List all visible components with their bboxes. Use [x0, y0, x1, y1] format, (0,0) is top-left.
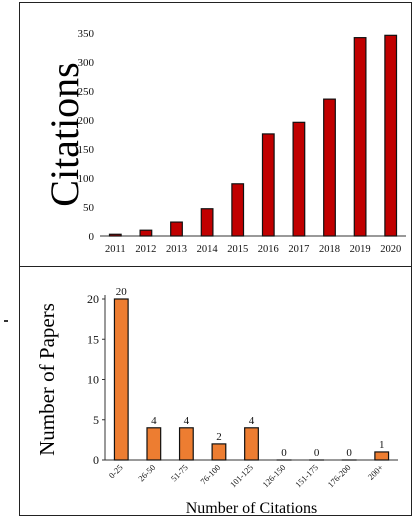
y-axis-title: Number of Papers — [35, 303, 59, 456]
bar — [113, 298, 129, 461]
y-tick-label: 20 — [87, 292, 99, 306]
bar — [353, 37, 367, 237]
x-tick-label: 176-200 — [325, 462, 352, 489]
x-tick-label: 51-75 — [169, 462, 190, 483]
data-label: 4 — [249, 415, 255, 427]
x-tick-label: 200+ — [366, 462, 386, 482]
x-tick-label: 126-150 — [260, 462, 287, 489]
bar — [261, 133, 275, 237]
bar — [323, 98, 336, 237]
y-axis-title: Citations — [42, 62, 87, 206]
stray-mark — [4, 320, 8, 322]
bar — [374, 451, 390, 461]
data-label: 20 — [116, 286, 128, 298]
x-tick-label: 2013 — [166, 244, 187, 255]
x-tick-label: 26-50 — [136, 462, 157, 483]
y-tick-label: 300 — [78, 57, 95, 69]
y-tick-label: 0 — [89, 231, 95, 243]
data-label: 2 — [216, 431, 222, 443]
x-tick-label: 0-25 — [107, 462, 125, 480]
data-label: 0 — [346, 447, 352, 459]
data-label: 0 — [281, 447, 287, 459]
y-tick-label: 200 — [78, 115, 95, 127]
data-label: 1 — [379, 439, 385, 451]
x-tick-label: 76-100 — [198, 462, 222, 486]
citations-per-year-chart: 0 50 100 150 200 250 300 350 2011 2012 2013 2014 201… — [42, 28, 406, 255]
bar — [200, 208, 214, 237]
bar — [146, 427, 162, 461]
x-tick-label: 2020 — [380, 244, 401, 255]
y-tick-label: 350 — [78, 28, 95, 40]
bar — [139, 229, 153, 237]
x-tick-label: 2014 — [197, 244, 219, 255]
data-label: 4 — [184, 415, 190, 427]
y-tick-label: 15 — [87, 332, 99, 346]
bar — [178, 427, 194, 461]
y-tick-label: 250 — [78, 86, 95, 98]
y-tick-label: 100 — [78, 173, 95, 185]
x-tick-label: 2012 — [135, 244, 156, 255]
x-tick-label: 2016 — [258, 244, 279, 255]
x-axis-title: Number of Citations — [186, 500, 318, 517]
x-tick-label: 2018 — [319, 244, 340, 255]
citations-per-year-panel: 0 50 100 150 200 250 300 350 2011 2012 2013 2014 201… — [19, 2, 412, 267]
y-tick-label: 0 — [93, 453, 99, 467]
data-label: 4 — [151, 415, 157, 427]
x-tick-label: 2017 — [288, 244, 309, 255]
x-tick-label: 2011 — [105, 244, 126, 255]
y-tick-label: 10 — [87, 373, 99, 387]
data-label: 0 — [314, 447, 320, 459]
bar — [211, 443, 227, 461]
y-tick-label: 50 — [83, 202, 95, 214]
papers-by-citations-panel: 0 5 10 15 20 20 0-25 4 26-50 4 51-75 2 76-100 4 101-12… — [19, 266, 412, 517]
bar — [231, 183, 245, 237]
x-tick-label: 2015 — [227, 244, 248, 255]
y-tick-label: 5 — [93, 413, 99, 427]
x-tick-label: 151-175 — [293, 462, 320, 489]
bar — [384, 34, 398, 237]
x-tick-label: 101-125 — [228, 462, 255, 489]
bar — [292, 121, 306, 237]
y-tick-label: 150 — [78, 144, 95, 156]
bar — [244, 427, 259, 461]
bar — [170, 221, 183, 237]
bar — [108, 233, 122, 237]
x-tick-label: 2019 — [350, 244, 371, 255]
